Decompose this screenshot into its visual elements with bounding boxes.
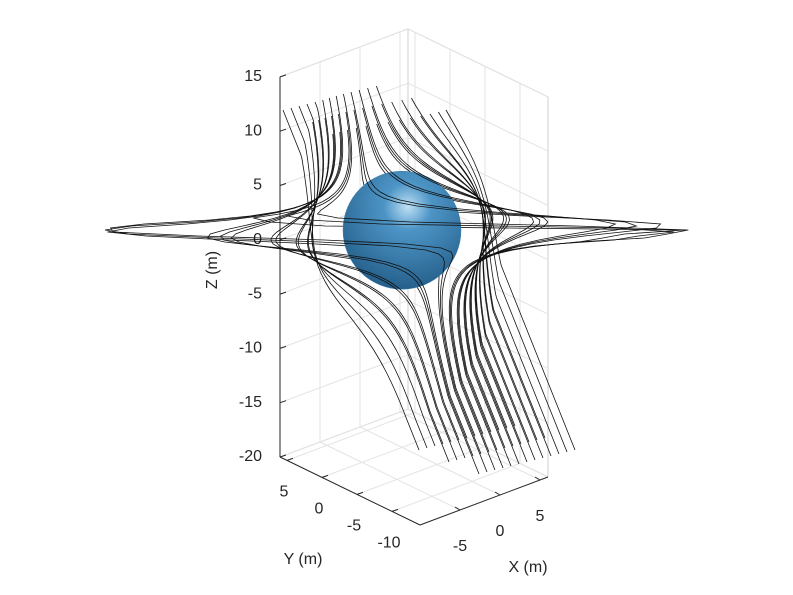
grid-line	[407, 28, 549, 98]
streamline	[107, 131, 488, 473]
streamline	[411, 97, 546, 439]
grid-line	[391, 462, 521, 512]
streamline	[298, 105, 436, 447]
x-tick	[494, 491, 501, 496]
streamline	[353, 109, 638, 451]
y-tick-label: 5	[280, 484, 289, 501]
streamline	[287, 111, 674, 453]
streamline	[355, 127, 662, 469]
z-tick-label: 10	[244, 122, 262, 139]
streamline	[381, 103, 522, 445]
z-tick	[279, 345, 287, 349]
grid-line	[321, 428, 451, 478]
streamline	[295, 101, 452, 443]
streamline	[220, 115, 474, 457]
y-axis	[279, 456, 421, 526]
grid-line	[279, 299, 409, 349]
grid-line	[279, 82, 409, 132]
grid-line	[356, 445, 486, 495]
streamline	[445, 109, 576, 451]
y-axis-label: Y (m)	[284, 551, 323, 568]
streamline	[206, 97, 468, 439]
streamline	[401, 99, 538, 441]
grid-line	[359, 426, 501, 496]
z-tick	[279, 183, 287, 186]
streamline	[391, 101, 530, 443]
z-tick-label: -20	[239, 448, 262, 465]
y-tick-label: -5	[347, 518, 361, 535]
streamline	[109, 95, 476, 437]
streamline	[275, 117, 466, 459]
streamline	[282, 109, 420, 451]
z-tick	[279, 454, 287, 458]
x-axis	[419, 476, 549, 526]
x-axis-label: X (m)	[508, 559, 547, 576]
x-tick	[454, 506, 461, 511]
grid-line	[399, 411, 541, 481]
streamline	[387, 121, 528, 463]
streamline	[270, 99, 460, 441]
z-tick	[279, 400, 287, 404]
z-tick	[279, 128, 287, 132]
grid-line	[279, 354, 409, 404]
plot-layer	[104, 85, 689, 475]
grid-line	[319, 441, 461, 511]
z-tick-label: 5	[253, 177, 262, 194]
z-axis-label: Z (m)	[204, 251, 221, 289]
y-tick-label: 0	[315, 501, 324, 518]
grid-line	[407, 299, 549, 369]
grid-line	[407, 82, 549, 152]
x-tick-label: -5	[453, 538, 467, 555]
y-tick	[356, 491, 364, 495]
z-tick	[279, 291, 287, 295]
sphere	[342, 170, 462, 290]
streamline	[399, 119, 536, 461]
z-tick-label: -5	[248, 285, 262, 302]
z-tick	[279, 74, 287, 78]
z-tick-label: -10	[239, 340, 262, 357]
z-tick-label: 15	[244, 68, 262, 85]
streamline	[371, 105, 514, 447]
x-tick	[534, 476, 541, 481]
grid-line	[279, 28, 409, 78]
streamline	[253, 129, 685, 471]
x-tick-label: 5	[536, 508, 545, 525]
streamline	[306, 103, 444, 445]
streamline	[362, 107, 541, 449]
grid-line	[407, 408, 549, 478]
x-tick-label: 0	[496, 523, 505, 540]
y-tick-label: -10	[377, 535, 400, 552]
grid-line	[279, 408, 409, 458]
streamline	[297, 119, 458, 461]
streamline	[104, 113, 482, 455]
streamline	[290, 107, 428, 449]
y-tick	[286, 457, 294, 461]
streamline	[420, 115, 552, 457]
grid-line	[286, 411, 416, 461]
z-tick-label: -15	[239, 394, 262, 411]
streamline	[316, 93, 689, 435]
streamline	[410, 117, 544, 459]
streamline	[307, 121, 450, 463]
streamline	[429, 113, 560, 455]
streamline	[438, 111, 568, 453]
y-tick	[321, 474, 329, 478]
y-tick	[391, 508, 399, 512]
